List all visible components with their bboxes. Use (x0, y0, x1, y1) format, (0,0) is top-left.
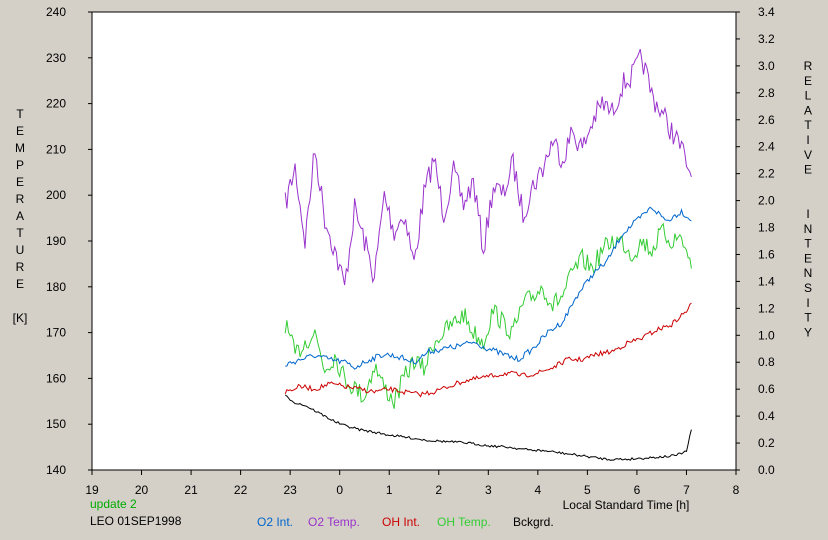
x-tick-label: 3 (485, 483, 492, 497)
x-tick-label: 4 (535, 483, 542, 497)
y-left-label-char: T (16, 226, 24, 240)
y-right-label-char: E (804, 163, 812, 177)
y-right-label-char: T (804, 118, 812, 132)
y-right-label-char: N (804, 266, 813, 280)
y-right-label-char: S (804, 281, 812, 295)
series-line-o2-int (285, 206, 692, 370)
y-left-tick-label: 190 (46, 234, 66, 248)
x-tick-label: 21 (184, 483, 198, 497)
x-tick-label: 23 (283, 483, 297, 497)
series-layer (284, 48, 692, 461)
x-axis-label: Local Standard Time [h] (563, 498, 690, 512)
x-tick-label: 1 (386, 483, 393, 497)
y-left-label-char: P (16, 158, 24, 172)
y-right-label-char: Y (804, 325, 812, 339)
x-tick-label: 7 (683, 483, 690, 497)
x-axis: 19 20 21 22 23 0 1 2 3 4 5 6 7 8 (85, 470, 740, 497)
series-line-oh-temp (284, 222, 692, 409)
y-left-label-char: U (16, 243, 25, 257)
y-left-tick-label: 170 (46, 326, 66, 340)
y-right-label-char: N (804, 222, 813, 236)
y-left-tick-label: 240 (46, 5, 66, 19)
y-left-tick-label: 220 (46, 97, 66, 111)
y-left-label-char: R (16, 260, 25, 274)
y-right-tick-label: 1.8 (758, 221, 775, 235)
y-right-label-char: I (806, 296, 809, 310)
y-left-tick-label: 210 (46, 142, 66, 156)
y-right-tick-label: 2.4 (758, 140, 775, 154)
y-left-tick-label: 150 (46, 417, 66, 431)
y-right-tick-label: 0.6 (758, 382, 775, 396)
y-left-label-char: [K] (13, 311, 28, 325)
y-left-label-char: E (16, 124, 24, 138)
legend-oh-temp: OH Temp. (437, 515, 491, 529)
y-left-label-char: E (16, 175, 24, 189)
x-tick-label: 0 (336, 483, 343, 497)
y-right-label-char: I (806, 133, 809, 147)
y-right-label-char: E (804, 74, 812, 88)
series-line-o2-temp (284, 48, 692, 286)
y-left-label-char: T (16, 107, 24, 121)
x-tick-label: 5 (584, 483, 591, 497)
legend-o2-temp: O2 Temp. (308, 515, 360, 529)
y-right-tick-label: 3.2 (758, 32, 775, 46)
y-left-axis: 140 150 160 170 180 190 200 210 220 230 240 (46, 5, 92, 477)
y-right-label-char: A (804, 103, 812, 117)
x-tick-label: 19 (85, 483, 99, 497)
legend-oh-int: OH Int. (382, 515, 421, 529)
y-right-tick-label: 1.0 (758, 328, 775, 342)
y-left-label-char: E (16, 277, 24, 291)
x-tick-label: 6 (634, 483, 641, 497)
y-right-tick-label: 2.2 (758, 167, 775, 181)
y-right-tick-label: 0.2 (758, 436, 775, 450)
y-right-label-char: L (805, 89, 812, 103)
y-right-tick-label: 2.0 (758, 194, 775, 208)
y-left-label-char: M (15, 141, 25, 155)
y-right-tick-label: 3.0 (758, 59, 775, 73)
y-left-tick-label: 140 (46, 463, 66, 477)
x-tick-label: 20 (135, 483, 149, 497)
y-left-tick-label: 160 (46, 371, 66, 385)
plot-area (91, 11, 737, 471)
y-left-tick-label: 230 (46, 51, 66, 65)
y-right-label-char: T (804, 311, 812, 325)
y-right-label-char: T (804, 237, 812, 251)
y-right-tick-label: 2.8 (758, 86, 775, 100)
y-right-label-char: E (804, 251, 812, 265)
y-right-label-char: V (804, 148, 812, 162)
y-right-tick-label: 0.4 (758, 409, 775, 423)
series-line-oh-int (284, 302, 692, 398)
update-text: update 2 (90, 497, 137, 511)
legend-bckgrd: Bckgrd. (513, 515, 554, 529)
series-line-bckgrd (284, 394, 692, 461)
y-left-label-char: R (16, 192, 25, 206)
legend-o2-int: O2 Int. (257, 515, 294, 529)
y-right-axis: 0.0 0.2 0.4 0.6 0.8 1.0 1.2 1.4 1.6 1.8 2.0 2.2 2.4 2… (736, 5, 775, 477)
x-tick-label: 22 (234, 483, 248, 497)
y-right-tick-label: 1.4 (758, 274, 775, 288)
y-right-label-char: I (806, 207, 809, 221)
y-right-tick-label: 0.8 (758, 355, 775, 369)
y-left-label-char: A (16, 209, 24, 223)
x-tick-label: 2 (435, 483, 442, 497)
y-left-tick-label: 180 (46, 280, 66, 294)
y-right-label-char: R (804, 59, 813, 73)
y-right-tick-label: 0.0 (758, 463, 775, 477)
y-right-tick-label: 1.2 (758, 301, 775, 315)
y-right-tick-label: 1.6 (758, 247, 775, 261)
y-right-tick-label: 3.4 (758, 5, 775, 19)
y-left-tick-label: 200 (46, 188, 66, 202)
y-right-tick-label: 2.6 (758, 113, 775, 127)
station-date-text: LEO 01SEP1998 (90, 514, 182, 528)
x-tick-label: 8 (733, 483, 740, 497)
